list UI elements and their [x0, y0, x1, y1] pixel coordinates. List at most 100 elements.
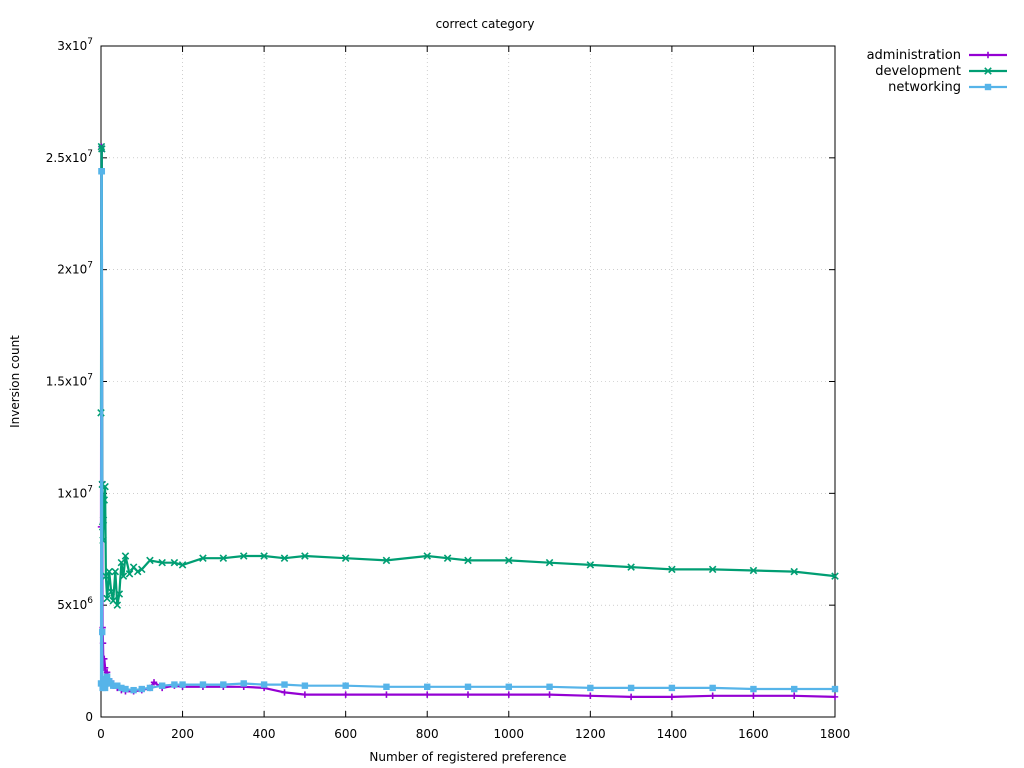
x-tick-label: 1800 — [820, 727, 851, 741]
data-point-development — [199, 554, 207, 562]
y-tick-exponent: 7 — [87, 484, 93, 494]
data-point-networking — [505, 683, 512, 691]
data-point-networking — [98, 168, 106, 175]
y-tick-exponent: 7 — [87, 37, 93, 47]
data-point-development — [280, 554, 289, 562]
data-point-development — [790, 567, 798, 576]
data-point-administration — [587, 692, 594, 699]
y-tick-mantissa: 2x10 — [57, 263, 87, 277]
x-tick-label: 1600 — [738, 727, 769, 741]
x-tick-label: 400 — [253, 727, 276, 741]
data-point-development — [113, 601, 122, 609]
data-point-networking — [102, 680, 110, 687]
data-point-administration — [750, 692, 757, 699]
data-point-development — [97, 142, 106, 151]
data-point-administration — [546, 691, 553, 698]
data-point-networking — [342, 682, 349, 689]
data-point-networking — [130, 686, 137, 694]
data-point-development — [133, 567, 142, 576]
y-tick-exponent: 7 — [87, 149, 93, 159]
y-tick-label: 0 — [85, 710, 93, 724]
data-point-development — [105, 567, 113, 576]
data-point-networking — [831, 685, 839, 693]
y-tick-mantissa: 5x10 — [57, 598, 87, 612]
data-point-administration — [627, 693, 635, 701]
data-point-development — [260, 552, 268, 560]
data-point-development — [831, 572, 839, 580]
data-point-networking — [791, 685, 798, 693]
y-tick-label: 2.5x107 — [46, 149, 93, 165]
data-point-development — [239, 552, 248, 560]
data-point-development — [545, 558, 554, 567]
data-point-development — [586, 561, 595, 569]
data-point-development — [115, 590, 124, 598]
x-tick-label: 1000 — [494, 727, 525, 741]
data-point-administration — [342, 691, 349, 698]
x-tick-label: 800 — [416, 727, 439, 741]
data-point-development — [121, 552, 130, 560]
data-point-networking — [158, 682, 166, 689]
data-point-networking — [146, 684, 154, 692]
y-axis-label: Inversion count — [8, 335, 22, 428]
data-point-development — [749, 566, 758, 575]
legend-marker-development — [984, 67, 992, 75]
y-tick-exponent: 7 — [87, 373, 93, 383]
data-point-development — [423, 552, 431, 560]
y-tick-label: 1x107 — [57, 484, 93, 500]
data-point-development — [125, 570, 134, 578]
data-point-development — [170, 558, 179, 567]
legend-label-administration: administration — [867, 48, 961, 63]
y-tick-mantissa: 1x10 — [57, 486, 87, 500]
data-point-development — [111, 567, 120, 576]
data-point-development — [668, 565, 676, 574]
data-point-networking — [103, 673, 111, 680]
data-point-development — [341, 554, 350, 562]
data-point-networking — [464, 683, 472, 691]
data-point-administration — [709, 692, 716, 699]
x-axis-label: Number of registered preference — [369, 750, 566, 764]
x-tick-label: 1400 — [657, 727, 688, 741]
legend-label-development: development — [875, 64, 961, 79]
data-point-administration — [301, 691, 309, 698]
data-point-networking — [546, 683, 553, 691]
y-tick-label: 1.5x107 — [46, 373, 93, 389]
x-tick-label: 0 — [97, 727, 105, 741]
data-point-development — [708, 565, 717, 574]
data-point-development — [107, 587, 115, 596]
series-development — [97, 142, 839, 609]
data-point-networking — [424, 683, 431, 691]
data-point-administration — [383, 691, 390, 698]
data-point-development — [627, 563, 635, 571]
y-tick-label: 5x106 — [57, 596, 93, 612]
data-point-development — [443, 554, 452, 562]
data-point-development — [464, 556, 472, 565]
y-tick-mantissa: 1.5x10 — [46, 375, 87, 389]
data-point-administration — [464, 691, 472, 698]
data-point-networking — [301, 682, 309, 689]
series-networking — [97, 168, 839, 694]
data-point-development — [119, 572, 128, 580]
data-point-development — [301, 552, 309, 560]
data-point-networking — [138, 685, 145, 693]
data-point-development — [382, 556, 391, 565]
data-point-development — [98, 145, 106, 153]
data-point-networking — [122, 685, 129, 693]
data-point-networking — [118, 684, 125, 692]
data-point-development — [178, 561, 187, 569]
data-point-development — [158, 558, 166, 567]
data-point-networking — [114, 682, 121, 689]
data-point-networking — [281, 681, 288, 688]
data-point-networking — [240, 680, 247, 687]
data-point-development — [117, 558, 126, 567]
data-point-networking — [383, 683, 390, 691]
legend-marker-administration — [984, 51, 992, 59]
data-point-administration — [150, 679, 158, 686]
series-line-development — [99, 145, 836, 607]
data-point-development — [103, 594, 111, 603]
data-point-administration — [791, 692, 798, 699]
data-point-networking — [709, 684, 716, 692]
series-layer — [97, 142, 839, 701]
